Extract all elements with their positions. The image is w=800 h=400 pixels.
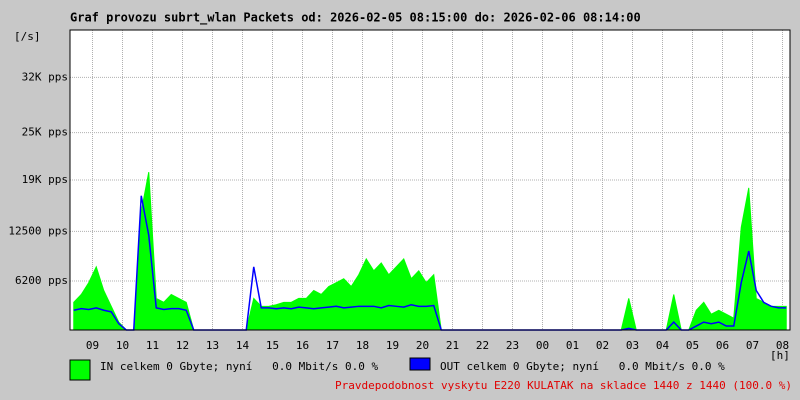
x-tick-label: 08 <box>776 339 789 352</box>
legend-swatch <box>409 357 431 371</box>
x-tick-label: 22 <box>476 339 489 352</box>
x-tick-label: 09 <box>86 339 99 352</box>
x-tick-label: 05 <box>686 339 699 352</box>
x-tick-label: 18 <box>356 339 369 352</box>
x-tick-label: 10 <box>116 339 129 352</box>
x-tick-label: 01 <box>566 339 579 352</box>
y-tick-label: 25K pps <box>22 126 68 139</box>
x-tick-label: 14 <box>236 339 250 352</box>
x-tick-label: 06 <box>716 339 729 352</box>
legend-label: OUT celkem 0 Gbyte; nyní 0.0 Mbit/s 0.0 … <box>440 360 725 373</box>
x-tick-label: 07 <box>746 339 759 352</box>
out-line <box>73 195 787 331</box>
x-tick-label: 19 <box>386 339 399 352</box>
x-axis-label: [h] <box>770 349 790 362</box>
x-tick-label: 15 <box>266 339 279 352</box>
x-tick-label: 13 <box>206 339 219 352</box>
x-tick-label: 12 <box>176 339 189 352</box>
x-tick-label: 03 <box>626 339 639 352</box>
y-tick-label: 19K pps <box>22 173 68 186</box>
chart-title: Graf provozu subrt_wlan Packets od: 2026… <box>70 11 641 26</box>
y-axis-label: [/s] <box>14 30 41 43</box>
x-tick-label: 11 <box>146 339 159 352</box>
y-tick-label: 32K pps <box>22 70 68 83</box>
plot-area <box>69 29 791 331</box>
x-tick-label: 23 <box>506 339 519 352</box>
x-tick-label: 04 <box>656 339 670 352</box>
x-tick-label: 20 <box>416 339 429 352</box>
x-tick-label: 17 <box>326 339 339 352</box>
footer: Pravdepodobnost vyskytu E220 KULATAK na … <box>335 379 792 392</box>
x-tick-label: 16 <box>296 339 309 352</box>
y-tick-label: 12500 pps <box>8 224 68 237</box>
x-tick-label: 21 <box>446 339 459 352</box>
y-tick-label: 6200 pps <box>15 274 68 287</box>
x-tick-label: 02 <box>596 339 609 352</box>
in-area <box>73 172 787 331</box>
legend-swatch <box>69 359 91 381</box>
legend-label: IN celkem 0 Gbyte; nyní 0.0 Mbit/s 0.0 % <box>100 360 379 373</box>
x-tick-label: 00 <box>536 339 549 352</box>
